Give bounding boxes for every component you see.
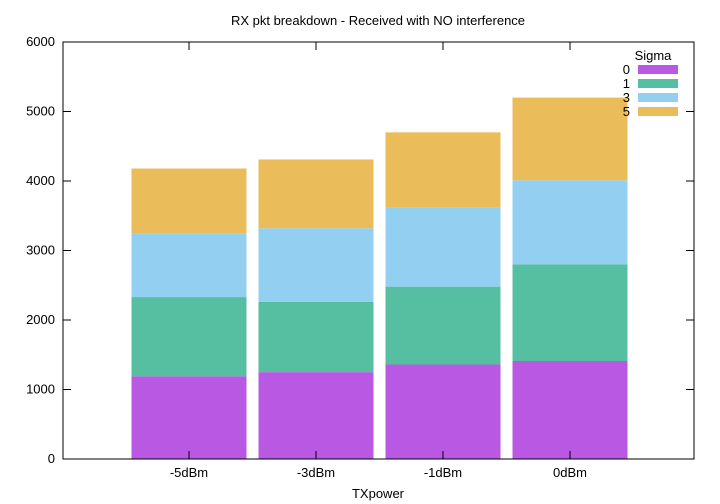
y-tick-label: 6000 — [26, 34, 55, 49]
x-axis-label: TXpower — [352, 486, 405, 501]
bar-segment-sigma-0 — [385, 364, 501, 459]
legend-swatch-sigma-3 — [638, 93, 678, 102]
y-tick-label: 2000 — [26, 312, 55, 327]
bar-segment-sigma-0 — [131, 376, 247, 459]
y-tick-label: 3000 — [26, 243, 55, 258]
y-tick-label: 5000 — [26, 104, 55, 119]
legend-swatch-sigma-1 — [638, 79, 678, 88]
y-tick-label: 4000 — [26, 173, 55, 188]
bar-segment-sigma-0 — [258, 372, 374, 459]
legend-swatch-sigma-5 — [638, 107, 678, 116]
bars-group — [131, 97, 628, 459]
y-tick-label: 1000 — [26, 382, 55, 397]
chart-title: RX pkt breakdown - Received with NO inte… — [231, 13, 525, 28]
bar-segment-sigma-3 — [258, 228, 374, 302]
bar-segment-sigma-3 — [512, 180, 628, 265]
legend-label: 1 — [623, 76, 630, 91]
bar-segment-sigma-5 — [512, 97, 628, 181]
y-axis: 0 1000 2000 3000 4000 5000 6000 — [26, 34, 694, 466]
legend-label: 3 — [623, 90, 630, 105]
x-tick-label: -1dBm — [424, 465, 462, 480]
x-tick-label: 0dBm — [553, 465, 587, 480]
bar-segment-sigma-1 — [512, 264, 628, 362]
legend-swatch-sigma-0 — [638, 65, 678, 74]
legend-label: 5 — [623, 104, 630, 119]
bar-segment-sigma-3 — [131, 233, 247, 298]
x-tick-label: -3dBm — [297, 465, 335, 480]
bar-segment-sigma-1 — [131, 297, 247, 377]
bar-segment-sigma-5 — [258, 159, 374, 229]
bar-segment-sigma-5 — [385, 132, 501, 208]
y-tick-label: 0 — [48, 451, 55, 466]
legend-label: 0 — [623, 62, 630, 77]
bar-segment-sigma-0 — [512, 361, 628, 459]
bar-segment-sigma-1 — [258, 301, 374, 373]
bar-segment-sigma-1 — [385, 286, 501, 365]
x-tick-label: -5dBm — [170, 465, 208, 480]
x-axis: -5dBm -3dBm -1dBm 0dBm — [170, 42, 587, 480]
bar-segment-sigma-3 — [385, 207, 501, 287]
legend-title: Sigma — [635, 48, 673, 63]
bar-segment-sigma-5 — [131, 168, 247, 234]
